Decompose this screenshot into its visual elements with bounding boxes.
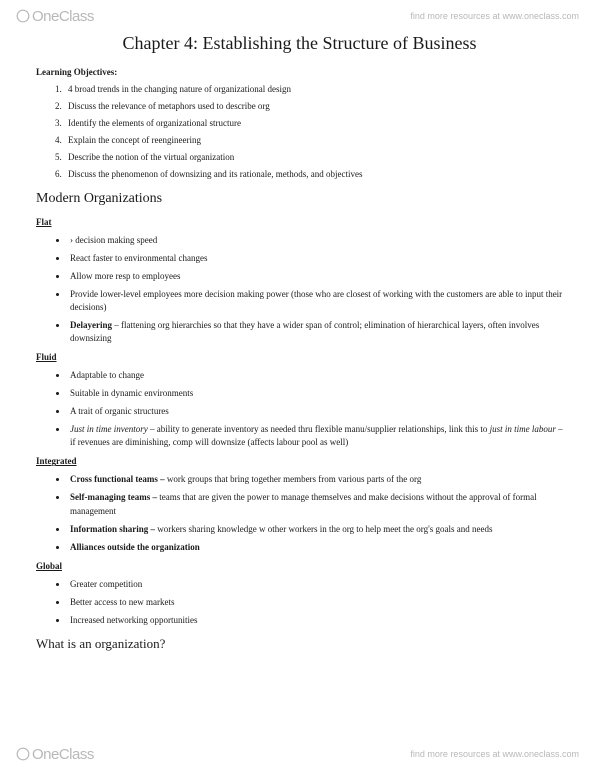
logo-circle-icon [16, 747, 30, 761]
fluid-subheading: Fluid [36, 351, 563, 364]
objective-item: Describe the notion of the virtual organ… [64, 151, 563, 164]
question-heading: What is an organization? [36, 635, 563, 654]
list-item: A trait of organic structures [68, 405, 563, 418]
cross-def: work groups that bring together members … [165, 474, 422, 484]
list-item: Allow more resp to employees [68, 270, 563, 283]
list-item: Better access to new markets [68, 596, 563, 609]
footer-tagline: find more resources at www.oneclass.com [410, 749, 579, 759]
global-subheading: Global [36, 560, 563, 573]
objective-item: Identify the elements of organizational … [64, 117, 563, 130]
integrated-list: Cross functional teams – work groups tha… [68, 473, 563, 553]
list-item: Suitable in dynamic environments [68, 387, 563, 400]
logo-text-footer: OneClass [32, 746, 94, 763]
list-item: React faster to environmental changes [68, 252, 563, 265]
alliances-term: Alliances outside the organization [70, 542, 200, 552]
fluid-list: Adaptable to change Suitable in dynamic … [68, 369, 563, 449]
integrated-subheading: Integrated [36, 455, 563, 468]
list-item: Self-managing teams – teams that are giv… [68, 491, 563, 517]
chapter-title: Chapter 4: Establishing the Structure of… [36, 30, 563, 56]
list-item: Greater competition [68, 578, 563, 591]
delayering-term: Delayering [70, 320, 112, 330]
info-term: Information sharing – [70, 524, 155, 534]
objective-item: 4 broad trends in the changing nature of… [64, 83, 563, 96]
logo-text: OneClass [32, 8, 94, 25]
jit-term2: just in time labour [490, 424, 556, 434]
info-def: workers sharing knowledge w other worker… [155, 524, 492, 534]
objective-item: Discuss the relevance of metaphors used … [64, 100, 563, 113]
flat-subheading: Flat [36, 216, 563, 229]
header-watermark: OneClass find more resources at www.onec… [0, 4, 595, 28]
jit-term: Just in time inventory [70, 424, 148, 434]
list-item: › decision making speed [68, 234, 563, 247]
learning-objectives-label: Learning Objectives: [36, 66, 563, 79]
logo-circle-icon [16, 9, 30, 23]
list-item: Information sharing – workers sharing kn… [68, 523, 563, 536]
cross-term: Cross functional teams – [70, 474, 165, 484]
self-term: Self-managing teams – [70, 492, 157, 502]
header-tagline: find more resources at www.oneclass.com [410, 11, 579, 21]
list-item: Adaptable to change [68, 369, 563, 382]
global-list: Greater competition Better access to new… [68, 578, 563, 627]
list-item: Cross functional teams – work groups tha… [68, 473, 563, 486]
jit-mid: – ability to generate inventory as neede… [148, 424, 490, 434]
page-content: Chapter 4: Establishing the Structure of… [0, 0, 595, 682]
objectives-list: 4 broad trends in the changing nature of… [64, 83, 563, 181]
list-item: Alliances outside the organization [68, 541, 563, 554]
delayering-def: – flattening org hierarchies so that the… [70, 320, 539, 343]
list-item: Delayering – flattening org hierarchies … [68, 319, 563, 345]
list-item: Provide lower-level employees more decis… [68, 288, 563, 314]
objective-item: Discuss the phenomenon of downsizing and… [64, 168, 563, 181]
modern-organizations-heading: Modern Organizations [36, 189, 563, 209]
flat-list: › decision making speed React faster to … [68, 234, 563, 345]
oneclass-logo-footer: OneClass [16, 746, 94, 763]
objective-item: Explain the concept of reengineering [64, 134, 563, 147]
list-item: Increased networking opportunities [68, 614, 563, 627]
footer-watermark: OneClass find more resources at www.onec… [0, 742, 595, 766]
list-item: Just in time inventory – ability to gene… [68, 423, 563, 449]
oneclass-logo: OneClass [16, 8, 94, 25]
